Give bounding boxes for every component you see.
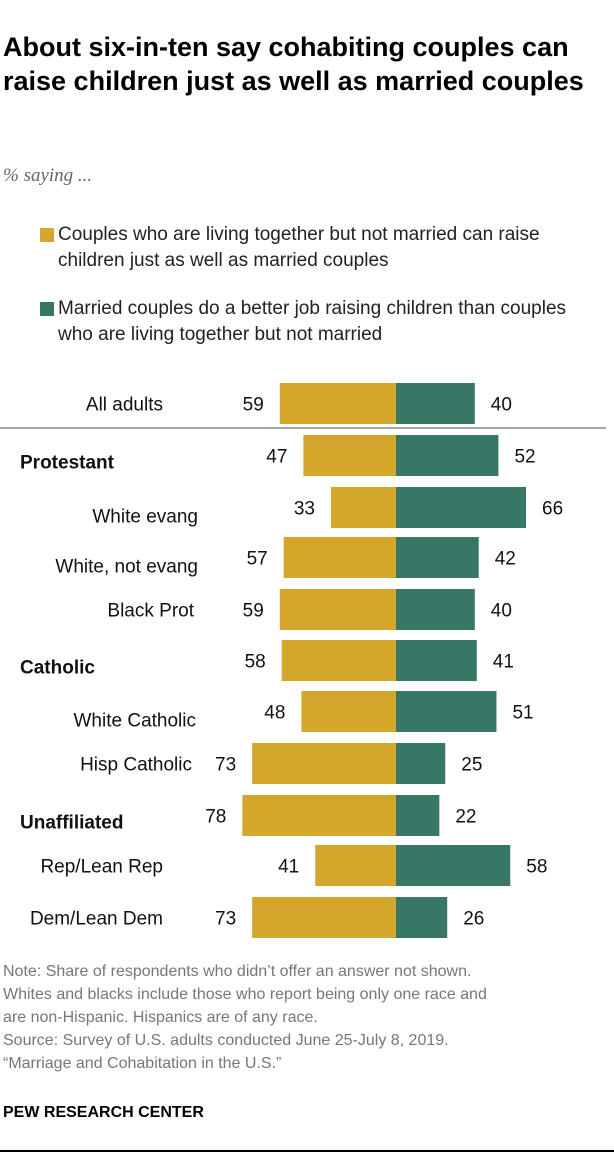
bar-cohabiting — [281, 640, 396, 681]
category-label: Black Prot — [107, 601, 194, 622]
category-label: White, not evang — [55, 557, 198, 578]
bar-cohabiting — [301, 691, 396, 732]
bar-married — [396, 640, 477, 681]
value-label-cohabiting: 73 — [215, 909, 236, 930]
value-label-cohabiting: 59 — [243, 601, 264, 622]
value-label-married: 40 — [491, 395, 512, 416]
value-label-married: 41 — [493, 652, 514, 673]
bar-married — [396, 897, 448, 938]
bar-cohabiting — [330, 487, 396, 528]
value-label-cohabiting: 41 — [278, 857, 299, 878]
legend-swatch-married — [40, 302, 54, 316]
category-label: White Catholic — [74, 711, 197, 732]
note-line: Whites and blacks include those who repo… — [3, 986, 487, 1003]
bar-cohabiting — [252, 897, 396, 938]
category-label: Protestant — [20, 453, 115, 474]
category-label: All adults — [86, 395, 163, 416]
bar-cohabiting — [279, 383, 396, 424]
value-label-cohabiting: 47 — [266, 447, 287, 468]
value-label-married: 40 — [491, 601, 512, 622]
category-label: Catholic — [20, 658, 95, 679]
category-label: Hisp Catholic — [80, 755, 192, 776]
value-label-married: 25 — [461, 755, 482, 776]
value-label-married: 22 — [455, 807, 476, 828]
source-line: Source: Survey of U.S. adults conducted … — [3, 1032, 449, 1049]
legend-item-cohabiting: Couples who are living together but not … — [40, 222, 600, 274]
bar-married — [396, 845, 511, 886]
category-label: Dem/Lean Dem — [30, 909, 163, 930]
bar-married — [396, 691, 497, 732]
category-label: Unaffiliated — [20, 813, 123, 834]
bar-cohabiting — [279, 589, 396, 630]
value-label-cohabiting: 48 — [264, 703, 285, 724]
note-line: are non-Hispanic. Hispanics are of any r… — [3, 1009, 318, 1026]
bar-married — [396, 589, 475, 630]
bar-married — [396, 435, 499, 476]
legend-label: Couples who are living together but not … — [58, 224, 540, 271]
value-label-married: 42 — [495, 549, 516, 570]
chart-subtitle: % saying ... — [3, 165, 93, 186]
bar-married — [396, 383, 475, 424]
value-label-cohabiting: 58 — [245, 652, 266, 673]
bar-married — [396, 795, 440, 836]
bar-cohabiting — [303, 435, 396, 476]
value-label-cohabiting: 57 — [247, 549, 268, 570]
brand-logo-text: PEW RESEARCH CENTER — [3, 1104, 204, 1121]
legend-swatch-cohabiting — [40, 228, 54, 242]
bar-cohabiting — [283, 537, 396, 578]
value-label-married: 58 — [526, 857, 547, 878]
value-label-cohabiting: 73 — [215, 755, 236, 776]
chart-note: Note: Share of respondents who didn’t of… — [3, 960, 613, 1075]
bar-cohabiting — [242, 795, 396, 836]
legend-item-married: Married couples do a better job raising … — [40, 296, 600, 348]
value-label-married: 66 — [542, 499, 563, 520]
bar-married — [396, 537, 479, 578]
bottom-rule — [0, 1150, 614, 1152]
legend-label: Married couples do a better job raising … — [58, 298, 567, 345]
bar-married — [396, 743, 446, 784]
value-label-cohabiting: 78 — [205, 807, 226, 828]
chart-title: About six-in-ten say cohabiting couples … — [3, 32, 584, 96]
note-line: Note: Share of respondents who didn’t of… — [3, 963, 472, 980]
value-label-married: 51 — [512, 703, 533, 724]
category-label: White evang — [92, 507, 198, 528]
bar-cohabiting — [252, 743, 396, 784]
value-label-married: 26 — [463, 909, 484, 930]
category-label: Rep/Lean Rep — [40, 857, 163, 878]
bar-married — [396, 487, 527, 528]
bar-cohabiting — [315, 845, 396, 886]
value-label-cohabiting: 59 — [243, 395, 264, 416]
value-label-cohabiting: 33 — [294, 499, 315, 520]
source-line: “Marriage and Cohabitation in the U.S.” — [3, 1055, 282, 1072]
value-label-married: 52 — [514, 447, 535, 468]
